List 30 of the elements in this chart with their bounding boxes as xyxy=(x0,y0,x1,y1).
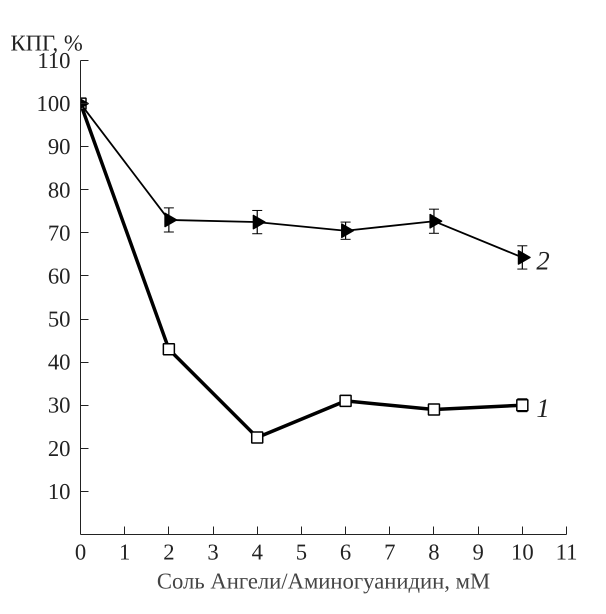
y-tick-label: 10 xyxy=(48,478,70,504)
x-tick-label: 9 xyxy=(472,540,484,564)
point xyxy=(429,214,443,229)
x-tick-label: 1 xyxy=(119,540,130,564)
x-tick-label: 2 xyxy=(163,540,175,564)
x-tick-label: 8 xyxy=(428,540,440,564)
y-tick-label: 30 xyxy=(48,392,70,418)
x-tick-label: 10 xyxy=(510,540,534,564)
x-tick-label: 11 xyxy=(556,540,578,564)
x-axis-title: Соль Ангели/Аминогуанидин, мМ xyxy=(156,568,490,594)
x-tick-label: 0 xyxy=(74,540,86,564)
x-tick-label: 6 xyxy=(340,540,352,564)
y-tick-label: 80 xyxy=(48,177,70,202)
x-tick-label: 3 xyxy=(207,540,219,564)
series-label: 1 xyxy=(536,393,550,424)
point xyxy=(252,214,266,230)
y-tick-label: 40 xyxy=(48,350,70,375)
series-label: 2 xyxy=(536,245,550,276)
y-tick-label: 50 xyxy=(48,306,70,332)
point xyxy=(341,223,354,238)
y-tick-label: 20 xyxy=(48,436,70,461)
y-tick-label: 100 xyxy=(36,91,70,116)
x-tick-label: 7 xyxy=(384,540,396,564)
y-tick-label: 60 xyxy=(48,263,70,288)
y-tick-label: 90 xyxy=(48,134,70,160)
point xyxy=(164,212,178,228)
x-tick-label: 5 xyxy=(296,540,308,564)
y-tick-label: 70 xyxy=(48,220,70,246)
point xyxy=(428,403,440,416)
x-tick-label: 4 xyxy=(252,540,263,564)
